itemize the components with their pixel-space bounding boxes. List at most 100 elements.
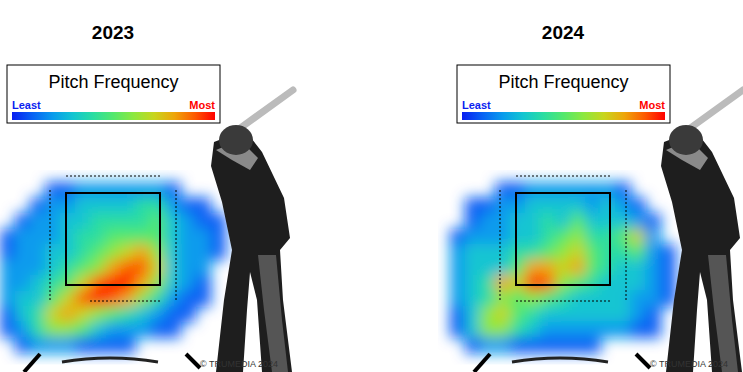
batter-leg-highlight bbox=[258, 255, 288, 372]
heat-cell bbox=[195, 244, 211, 261]
heat-cell bbox=[495, 306, 511, 323]
colorbar-tick-label: Least bbox=[12, 99, 41, 111]
heat-cell bbox=[465, 337, 481, 354]
heat-cell bbox=[525, 275, 541, 292]
heat-cell bbox=[465, 244, 481, 261]
heat-cell bbox=[465, 182, 481, 199]
heat-cell bbox=[630, 182, 646, 199]
heat-cell bbox=[570, 229, 586, 246]
heat-cell bbox=[525, 306, 541, 323]
zone-left-dotted bbox=[50, 190, 51, 300]
heat-cell bbox=[150, 291, 166, 308]
heat-cell bbox=[0, 275, 16, 292]
plate-line-right bbox=[636, 354, 650, 368]
heat-cell bbox=[660, 244, 676, 261]
heat-cell bbox=[540, 306, 556, 323]
heat-cell bbox=[60, 260, 76, 277]
heat-cell bbox=[60, 322, 76, 339]
batter-body bbox=[211, 130, 292, 372]
heat-cell bbox=[30, 213, 46, 230]
heat-cell bbox=[165, 291, 181, 308]
heat-cell bbox=[165, 182, 181, 199]
heat-cell bbox=[60, 182, 76, 199]
plot-area bbox=[0, 182, 226, 354]
heat-cell bbox=[615, 244, 631, 261]
heat-cell bbox=[555, 182, 571, 199]
heat-cell bbox=[585, 244, 601, 261]
heat-cell bbox=[585, 213, 601, 230]
heat-cell bbox=[0, 182, 16, 199]
heat-cell bbox=[135, 291, 151, 308]
heat-cell bbox=[0, 337, 16, 354]
heat-cell bbox=[600, 275, 616, 292]
heat-cell bbox=[195, 322, 211, 339]
heat-cell bbox=[450, 306, 466, 323]
heat-cell bbox=[465, 198, 481, 215]
heat-cell bbox=[0, 213, 16, 230]
heat-cell bbox=[75, 291, 91, 308]
heat-cell bbox=[45, 229, 61, 246]
heat-cell bbox=[465, 260, 481, 277]
heat-cell bbox=[465, 213, 481, 230]
heat-cell bbox=[495, 322, 511, 339]
heat-cell bbox=[0, 229, 16, 246]
heat-cell bbox=[525, 229, 541, 246]
colorbar-tick-label: Most bbox=[639, 99, 665, 111]
heat-cell bbox=[525, 213, 541, 230]
heat-cell bbox=[495, 198, 511, 215]
heat-cell bbox=[135, 322, 151, 339]
heat-cell bbox=[495, 291, 511, 308]
heat-cell bbox=[105, 322, 121, 339]
heat-cell bbox=[495, 275, 511, 292]
heat-cell bbox=[15, 244, 31, 261]
heat-cell bbox=[570, 322, 586, 339]
heat-cell bbox=[480, 291, 496, 308]
colorbar-tick-label: Most bbox=[189, 99, 215, 111]
heat-cell bbox=[480, 322, 496, 339]
heat-cell bbox=[210, 275, 226, 292]
heat-cell bbox=[210, 260, 226, 277]
heat-cell bbox=[585, 198, 601, 215]
heat-cell bbox=[450, 337, 466, 354]
heat-cell bbox=[165, 213, 181, 230]
heat-cell bbox=[45, 306, 61, 323]
heat-cell bbox=[555, 322, 571, 339]
heat-cell bbox=[495, 244, 511, 261]
heat-cell bbox=[555, 260, 571, 277]
legend-title: Pitch Frequency bbox=[48, 72, 178, 92]
heat-cell bbox=[660, 260, 676, 277]
heat-cell bbox=[585, 275, 601, 292]
heat-cell bbox=[600, 291, 616, 308]
zone-right-dotted bbox=[176, 190, 177, 300]
heat-cell bbox=[630, 229, 646, 246]
heat-cell bbox=[495, 182, 511, 199]
heat-cell bbox=[120, 198, 136, 215]
heat-cell bbox=[105, 213, 121, 230]
heat-cell bbox=[450, 244, 466, 261]
heat-cell bbox=[135, 213, 151, 230]
heat-cell bbox=[480, 229, 496, 246]
heat-cell bbox=[105, 306, 121, 323]
heat-cell bbox=[195, 306, 211, 323]
heat-cell bbox=[645, 260, 661, 277]
heat-cell bbox=[525, 337, 541, 354]
heat-cell bbox=[120, 275, 136, 292]
heat-cell bbox=[165, 244, 181, 261]
heat-cell bbox=[150, 244, 166, 261]
heat-cell bbox=[180, 306, 196, 323]
heat-cell bbox=[570, 291, 586, 308]
heat-cell bbox=[45, 337, 61, 354]
heat-cell bbox=[90, 337, 106, 354]
heat-cell bbox=[465, 306, 481, 323]
heat-cell bbox=[15, 275, 31, 292]
heat-cell bbox=[30, 260, 46, 277]
heat-cell bbox=[135, 337, 151, 354]
heat-cell bbox=[45, 260, 61, 277]
heat-cell bbox=[75, 337, 91, 354]
heat-cell bbox=[120, 213, 136, 230]
heat-cell bbox=[150, 322, 166, 339]
figure: 2023Pitch FrequencyLeastMost© TRUMEDIA 2… bbox=[0, 0, 743, 372]
heat-cell bbox=[60, 306, 76, 323]
plate bbox=[512, 358, 608, 362]
heat-cell bbox=[75, 213, 91, 230]
